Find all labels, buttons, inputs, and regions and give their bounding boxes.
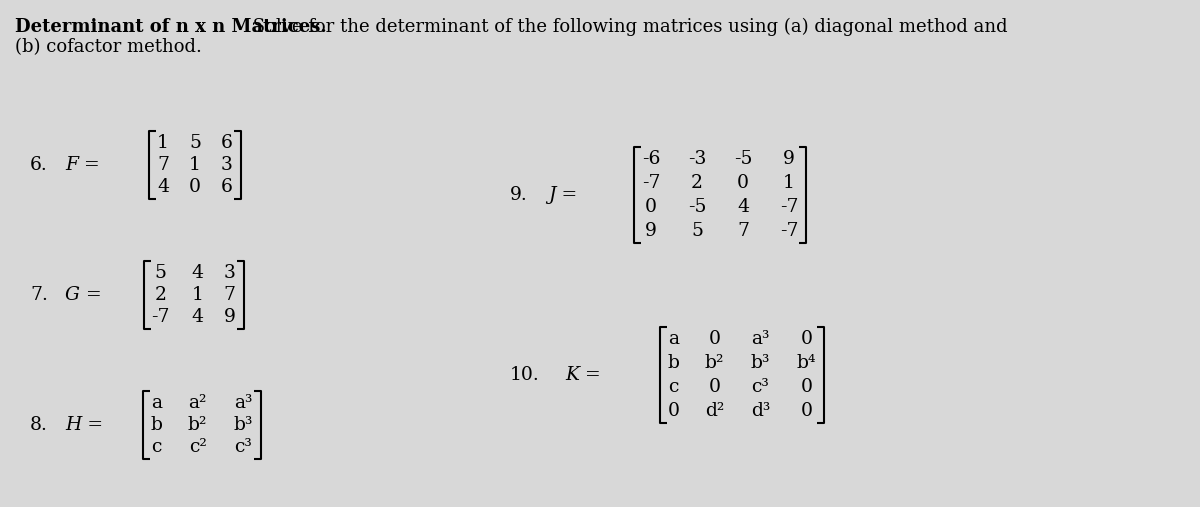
Text: Determinant of n x n Matrices.: Determinant of n x n Matrices.: [14, 18, 326, 36]
Text: H =: H =: [65, 416, 103, 434]
Text: 0: 0: [708, 330, 720, 348]
Text: a: a: [668, 330, 679, 348]
Text: c³: c³: [234, 438, 252, 456]
Text: 5: 5: [155, 264, 167, 282]
Text: b²: b²: [704, 354, 724, 372]
Text: a³: a³: [751, 330, 769, 348]
Text: J =: J =: [548, 186, 577, 204]
Text: K =: K =: [565, 366, 601, 384]
Text: b²: b²: [188, 416, 208, 434]
Text: 2: 2: [155, 286, 167, 304]
Text: c: c: [668, 378, 679, 396]
Text: 7: 7: [223, 286, 235, 304]
Text: a: a: [151, 394, 162, 412]
Text: 3: 3: [221, 156, 233, 174]
Text: 6.: 6.: [30, 156, 48, 174]
Text: F =: F =: [65, 156, 100, 174]
Text: -6: -6: [642, 150, 660, 168]
Text: 0: 0: [737, 174, 749, 192]
Text: 4: 4: [192, 264, 204, 282]
Text: -7: -7: [642, 174, 660, 192]
Text: 1: 1: [784, 174, 794, 192]
Text: 6: 6: [221, 178, 233, 196]
Text: b³: b³: [751, 354, 770, 372]
Text: -5: -5: [688, 198, 707, 216]
Text: 4: 4: [192, 308, 204, 326]
Text: 7.: 7.: [30, 286, 48, 304]
Text: 1: 1: [192, 286, 204, 304]
Text: 5: 5: [691, 222, 703, 240]
Text: 0: 0: [190, 178, 202, 196]
Text: a²: a²: [188, 394, 206, 412]
Text: b⁴: b⁴: [797, 354, 816, 372]
Text: Solve for the determinant of the following matrices using (a) diagonal method an: Solve for the determinant of the followi…: [247, 18, 1008, 36]
Text: 8.: 8.: [30, 416, 48, 434]
Text: 0: 0: [708, 378, 720, 396]
Text: 1: 1: [157, 134, 169, 152]
Text: G =: G =: [65, 286, 102, 304]
Text: c²: c²: [188, 438, 206, 456]
Text: 5: 5: [190, 134, 202, 152]
Text: d³: d³: [751, 402, 770, 420]
Text: 0: 0: [800, 378, 812, 396]
Text: -7: -7: [780, 198, 798, 216]
Text: 7: 7: [737, 222, 749, 240]
Text: 0: 0: [800, 402, 812, 420]
Text: 4: 4: [157, 178, 169, 196]
Text: -5: -5: [733, 150, 752, 168]
Text: d²: d²: [704, 402, 724, 420]
Text: 9: 9: [646, 222, 656, 240]
Text: -7: -7: [780, 222, 798, 240]
Text: 7: 7: [157, 156, 169, 174]
Text: 1: 1: [190, 156, 200, 174]
Text: -7: -7: [151, 308, 169, 326]
Text: 2: 2: [691, 174, 703, 192]
Text: c³: c³: [751, 378, 769, 396]
Text: 0: 0: [800, 330, 812, 348]
Text: 3: 3: [223, 264, 235, 282]
Text: b³: b³: [234, 416, 253, 434]
Text: a³: a³: [234, 394, 253, 412]
Text: b: b: [667, 354, 679, 372]
Text: (b) cofactor method.: (b) cofactor method.: [14, 38, 202, 56]
Text: 10.: 10.: [510, 366, 540, 384]
Text: 9: 9: [784, 150, 794, 168]
Text: c: c: [151, 438, 162, 456]
Text: 4: 4: [737, 198, 749, 216]
Text: 0: 0: [646, 198, 658, 216]
Text: -3: -3: [688, 150, 706, 168]
Text: 6: 6: [221, 134, 233, 152]
Text: 0: 0: [667, 402, 679, 420]
Text: 9: 9: [223, 308, 235, 326]
Text: b: b: [150, 416, 162, 434]
Text: 9.: 9.: [510, 186, 528, 204]
